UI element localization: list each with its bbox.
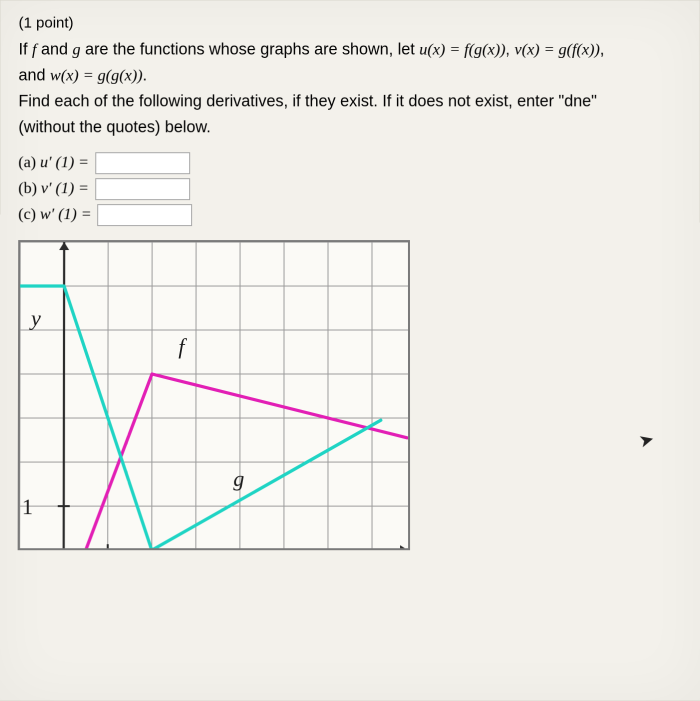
u-def: u(x) = f(g(x)) [419, 41, 505, 59]
t: . [143, 66, 148, 84]
part-b: (b) [18, 181, 41, 198]
question-line-4: (without the quotes) below. [18, 117, 681, 139]
question-line-1: If f and g are the functions whose graph… [19, 40, 682, 62]
t: are the functions whose graphs are shown… [81, 41, 420, 59]
graph-svg: fgyx011 [20, 243, 408, 549]
expr-a: u′ (1) = [40, 155, 89, 172]
v-def: v(x) = g(f(x)) [514, 41, 599, 59]
points-label: (1 point) [19, 15, 682, 32]
answer-input-a[interactable] [95, 153, 190, 175]
expr-b: v′ (1) = [41, 181, 89, 198]
answer-row-c: (c) w′ (1) = [18, 205, 682, 227]
sym-g: g [72, 41, 80, 59]
svg-text:y: y [29, 306, 41, 331]
question-line-3: Find each of the following derivatives, … [18, 91, 681, 113]
question-line-2: and w(x) = g(g(x)). [18, 65, 681, 87]
graph-frame: fgyx011 [18, 241, 410, 551]
answer-row-b: (b) v′ (1) = [18, 179, 681, 201]
svg-text:1: 1 [22, 494, 33, 519]
mouse-cursor-icon: ➤ [637, 428, 657, 452]
answer-input-b[interactable] [95, 179, 190, 201]
svg-text:g: g [233, 467, 244, 492]
w-def: w(x) = g(g(x)) [50, 66, 143, 84]
t: and [18, 66, 49, 84]
t: , [506, 41, 515, 59]
part-a: (a) [18, 155, 40, 172]
answer-input-c[interactable] [98, 205, 193, 227]
expr-c: w′ (1) = [40, 207, 92, 224]
answer-row-a: (a) u′ (1) = [18, 153, 681, 175]
t: , [600, 41, 605, 59]
t: and [36, 41, 72, 59]
part-c: (c) [18, 207, 40, 224]
t: If [19, 41, 33, 59]
answers-block: (a) u′ (1) = (b) v′ (1) = (c) w′ (1) = [18, 153, 682, 227]
